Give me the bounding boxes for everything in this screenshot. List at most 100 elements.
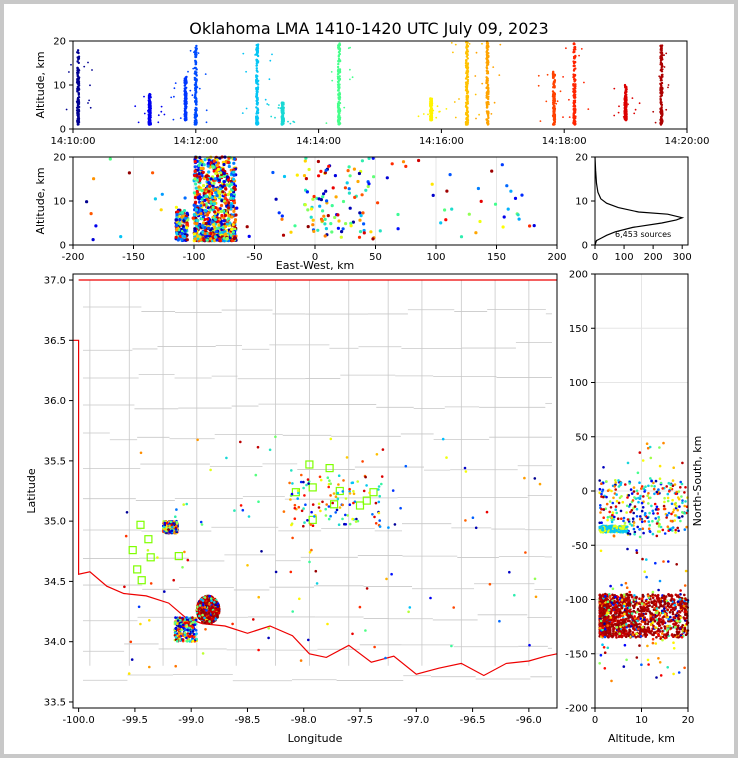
time-height-point — [573, 79, 577, 82]
ew-point — [212, 159, 216, 163]
ew-point — [317, 174, 321, 178]
ew-point — [213, 196, 217, 200]
time-height-point — [617, 111, 620, 114]
ew-point — [352, 167, 356, 171]
time-height-point — [659, 69, 662, 72]
time-height-point — [487, 52, 490, 55]
time-height-point — [553, 92, 556, 95]
time-height-point — [638, 102, 641, 105]
time-height-point — [464, 101, 468, 105]
time-height-point — [488, 103, 490, 106]
time-height-point — [659, 58, 663, 62]
time-height-point — [197, 52, 200, 54]
ew-point — [336, 226, 340, 230]
plan-source-point — [173, 621, 177, 624]
time-height-point — [499, 43, 502, 46]
ew-point — [180, 231, 184, 236]
plan-source-point — [203, 605, 207, 609]
hist-alt-tick-label: 0 — [582, 241, 588, 252]
ew-point — [232, 157, 236, 161]
ew-point — [274, 197, 278, 201]
plan-source-point — [189, 618, 192, 622]
ew-point — [245, 225, 249, 229]
plan-source-point — [191, 625, 194, 628]
time-height-point — [170, 96, 173, 99]
time-tick-label: 14:20:00 — [665, 136, 710, 147]
time-height-point — [183, 84, 186, 87]
time-height-point — [87, 102, 89, 104]
plan-source-point — [188, 632, 192, 636]
ew-point — [199, 238, 203, 242]
time-height-point — [583, 81, 585, 84]
time-height-point — [553, 115, 555, 117]
plan-source-point — [207, 599, 211, 602]
ew-point — [185, 238, 189, 242]
time-height-point — [183, 81, 186, 84]
time-height-point — [660, 112, 663, 115]
ew-point — [330, 204, 334, 208]
time-height-point — [148, 123, 151, 126]
time-height-point — [551, 73, 555, 77]
time-height-point — [572, 84, 575, 87]
ew-point — [194, 200, 198, 204]
time-height-point — [256, 101, 259, 104]
time-height-point — [75, 106, 79, 110]
chart-title: Oklahoma LMA 1410-1420 UTC July 09, 2023 — [189, 19, 548, 38]
ew-point — [200, 197, 204, 201]
time-height-point — [173, 95, 175, 98]
time-height-point — [627, 103, 629, 106]
ew-point — [94, 224, 98, 228]
time-height-point — [464, 105, 468, 108]
time-height-point — [427, 113, 429, 116]
plan-source-point — [177, 631, 181, 634]
time-height-point — [580, 48, 583, 50]
time-height-point — [573, 74, 576, 78]
ew-point — [176, 210, 180, 214]
ew-point — [160, 192, 164, 196]
time-height-point — [572, 51, 575, 54]
time-height-point — [91, 69, 93, 71]
time-height-point — [545, 100, 548, 103]
time-height-point — [184, 90, 187, 93]
time-height-point — [338, 49, 341, 53]
time-height-point — [466, 71, 469, 74]
ew-point — [217, 223, 221, 227]
plan-source-point — [201, 610, 205, 613]
ew-point — [202, 238, 206, 242]
plan-source-point — [205, 609, 208, 612]
ew-point — [200, 189, 204, 193]
ew-point — [215, 238, 219, 242]
ew-point — [323, 234, 327, 238]
ew-point — [206, 164, 210, 168]
ew-point — [207, 226, 211, 230]
ew-point — [222, 172, 226, 176]
ew-point — [232, 185, 236, 189]
plan-source-point — [213, 601, 216, 604]
time-height-point — [349, 68, 351, 71]
ew-point — [302, 174, 307, 178]
ew-point — [358, 218, 362, 222]
plan-source-point — [205, 619, 209, 623]
time-height-point — [149, 113, 152, 116]
time-height-point — [468, 43, 471, 45]
time-height-point — [623, 83, 627, 87]
time-height-point — [147, 103, 151, 106]
time-height-point — [205, 109, 208, 112]
time-height-point — [573, 105, 577, 108]
ew-alt-tick-label: 10 — [53, 197, 66, 208]
ew-point — [193, 174, 197, 178]
time-height-point — [338, 118, 341, 121]
time-height-point — [336, 65, 340, 69]
ew-point — [216, 161, 220, 165]
time-height-point — [562, 76, 564, 78]
time-height-point — [663, 66, 666, 68]
ew-point — [224, 193, 228, 197]
time-height-point — [192, 67, 195, 70]
time-height-point — [573, 57, 576, 60]
time-height-point — [667, 84, 670, 86]
ew-point — [430, 182, 434, 186]
time-height-point — [624, 101, 628, 104]
time-height-point — [184, 103, 187, 107]
time-height-point — [336, 75, 339, 78]
ew-point — [222, 219, 226, 223]
